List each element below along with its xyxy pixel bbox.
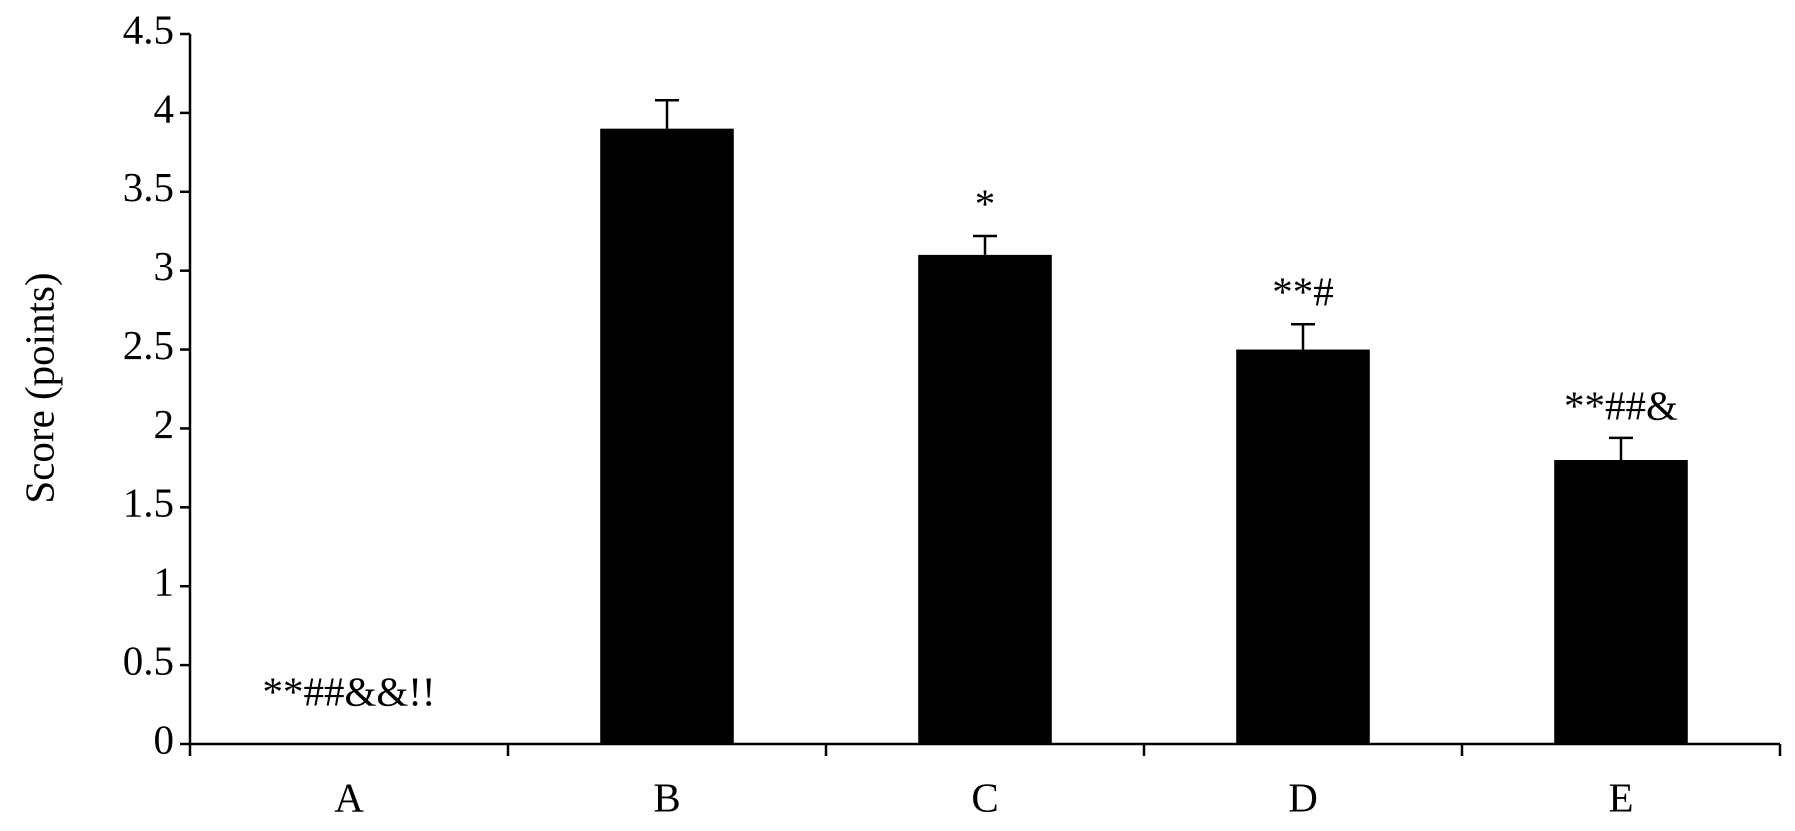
y-tick-label: 3.5 [123,164,174,210]
y-tick-label: 1 [154,559,175,605]
y-tick-label: 0.5 [123,638,174,684]
x-tick-label: D [1288,774,1318,820]
y-tick-label: 3 [154,243,175,289]
y-axis-label: Score (points) [16,272,62,503]
significance-label: * [975,180,996,226]
significance-label: **##&&!! [262,668,435,714]
significance-label: **##& [1564,382,1678,428]
y-tick-label: 0 [154,716,175,762]
y-tick-label: 1.5 [123,480,174,526]
x-tick-label: A [334,774,364,820]
x-tick-label: E [1608,774,1633,820]
significance-label: **# [1272,269,1334,315]
x-tick-label: B [653,774,680,820]
bar [1554,460,1688,744]
bar [918,254,1052,744]
bar [1236,349,1370,744]
y-tick-label: 2.5 [123,322,174,368]
y-tick-label: 4 [154,85,175,131]
bar [600,128,734,744]
y-tick-label: 4.5 [123,6,174,52]
y-tick-label: 2 [154,401,175,447]
x-tick-label: C [971,774,998,820]
